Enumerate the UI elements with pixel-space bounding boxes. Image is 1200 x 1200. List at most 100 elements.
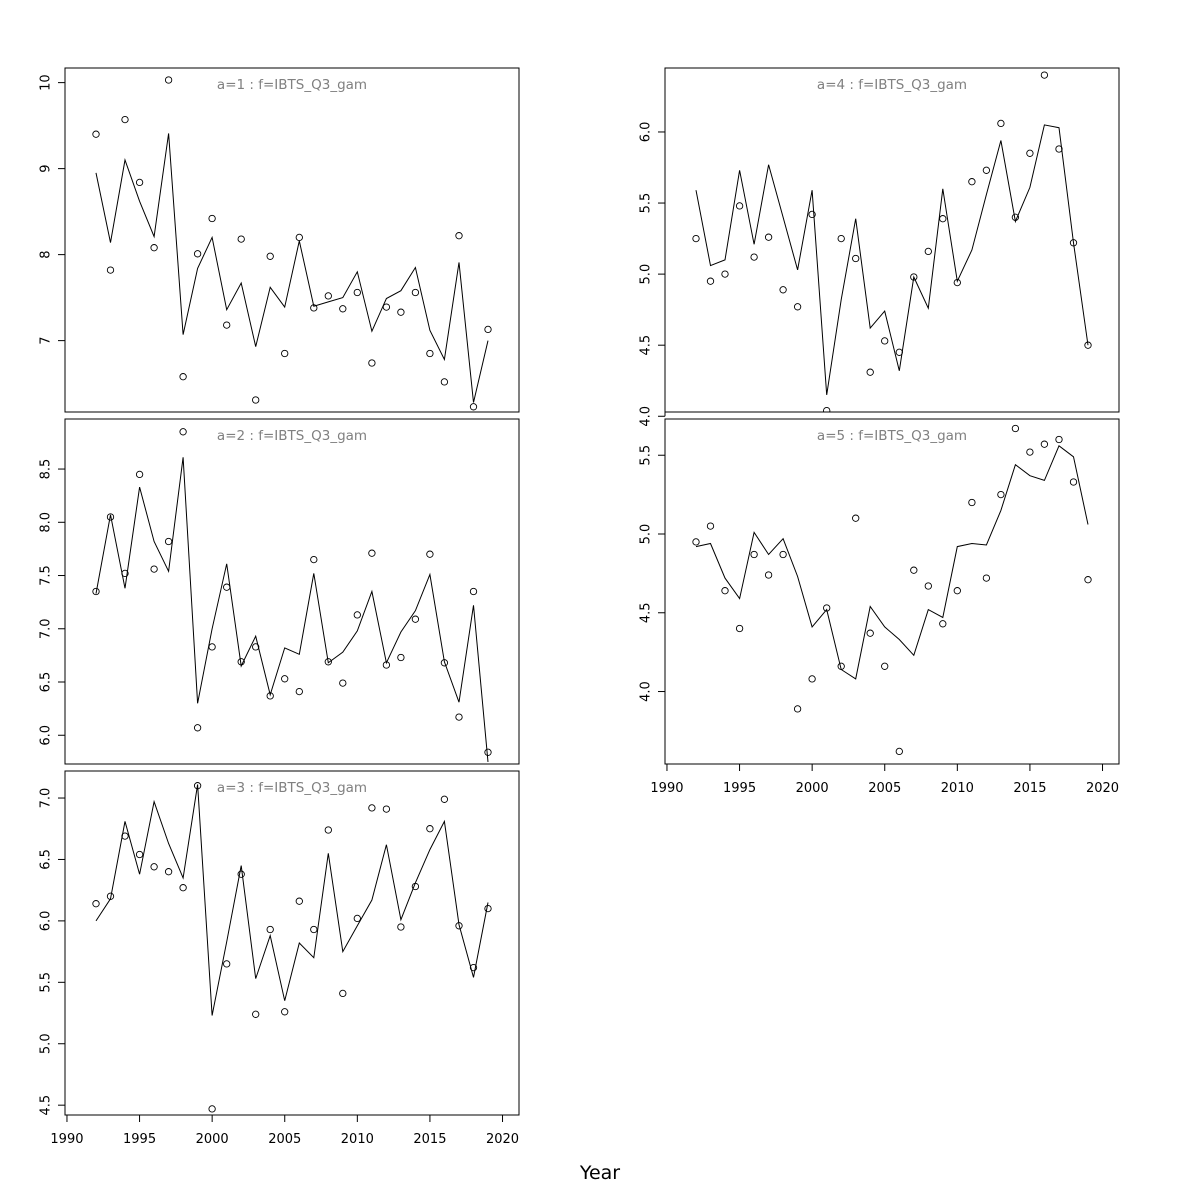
- observed-point: [750, 253, 758, 261]
- observed-point: [252, 643, 260, 651]
- y-tick-label: 4.0: [639, 406, 654, 427]
- observed-point: [852, 254, 860, 263]
- observed-point: [368, 549, 376, 557]
- observed-point: [106, 266, 115, 274]
- plot-area: [692, 71, 1092, 412]
- observed-point: [779, 286, 787, 294]
- observed-point: [295, 687, 303, 696]
- observed-point: [295, 897, 303, 905]
- observed-point: [469, 587, 478, 596]
- x-tick-label: 1990: [50, 1132, 83, 1147]
- y-tick-label: 6.0: [639, 122, 654, 143]
- panel-title: a=3 : f=IBTS_Q3_gam: [217, 780, 367, 796]
- observed-point: [895, 747, 903, 756]
- observed-point: [252, 1010, 260, 1018]
- observed-point: [924, 247, 932, 256]
- observed-point: [237, 235, 245, 243]
- observed-point: [339, 305, 347, 313]
- y-tick-label: 4.5: [639, 602, 654, 623]
- x-tick-label: 1990: [650, 781, 683, 796]
- observed-point: [164, 537, 173, 546]
- y-tick-label: 8: [39, 250, 54, 258]
- observed-point: [310, 925, 318, 934]
- x-tick-label: 2015: [413, 1132, 446, 1147]
- plot-frame: [64, 418, 520, 765]
- observed-point: [208, 1105, 216, 1113]
- y-tick-label: 5.5: [639, 193, 654, 214]
- plot-frame: [664, 418, 1120, 765]
- observed-point: [266, 252, 274, 260]
- observed-point: [353, 914, 361, 923]
- plot-area: [692, 424, 1092, 756]
- x-tick-label: 2020: [1086, 781, 1119, 796]
- observed-point: [469, 403, 478, 411]
- observed-point: [997, 119, 1005, 128]
- panel-title: a=1 : f=IBTS_Q3_gam: [217, 77, 367, 93]
- observed-point: [121, 115, 129, 124]
- x-tick-label: 2010: [341, 1132, 374, 1147]
- panel-5: a=5 : f=IBTS_Q3_gam 4.0 4.5 5.0 5.5 1990 1995 2…: [639, 418, 1120, 796]
- x-tick-label: 2005: [268, 1132, 301, 1147]
- observed-point: [455, 232, 463, 240]
- panel-title: a=2 : f=IBTS_Q3_gam: [217, 428, 367, 444]
- observed-point: [426, 550, 434, 558]
- observed-point: [1055, 435, 1063, 444]
- observed-point: [484, 325, 492, 334]
- observed-point: [266, 925, 274, 934]
- observed-point: [1040, 440, 1049, 448]
- observed-point: [455, 713, 463, 721]
- observed-point: [92, 900, 100, 908]
- observed-point: [721, 587, 729, 595]
- x-tick-label: 2000: [796, 781, 829, 796]
- observed-point: [881, 662, 889, 670]
- observed-point: [339, 679, 347, 687]
- y-tick-label: 7.0: [39, 618, 54, 639]
- panel-title: a=4 : f=IBTS_Q3_gam: [817, 77, 967, 93]
- observed-point: [164, 868, 173, 876]
- observed-point: [353, 288, 361, 297]
- observed-point: [179, 428, 187, 436]
- observed-point: [368, 804, 376, 812]
- x-tick-label: 2015: [1013, 781, 1046, 796]
- plot-area: [92, 428, 492, 762]
- x-axis-title: Year: [579, 1162, 620, 1184]
- panel-4: a=4 : f=IBTS_Q3_gam 4.0 4.5 5.0 5.5 6.0: [639, 67, 1120, 427]
- observed-point: [426, 825, 434, 833]
- observed-point: [281, 675, 289, 683]
- observed-point: [721, 270, 729, 278]
- observed-point: [793, 705, 802, 713]
- y-tick-label: 6.5: [39, 849, 54, 870]
- observed-point: [397, 308, 405, 316]
- x-tick-label: 2000: [196, 1132, 229, 1147]
- fitted-line: [95, 133, 489, 403]
- observed-point: [968, 498, 976, 507]
- observed-point: [1084, 576, 1092, 584]
- x-tick-label: 2020: [486, 1132, 519, 1147]
- observed-point: [808, 675, 816, 683]
- observed-point: [368, 359, 376, 367]
- y-tick-label: 6.0: [39, 725, 54, 746]
- x-tick-label: 2005: [868, 781, 901, 796]
- observed-point: [208, 214, 216, 223]
- y-axis: 4.0 4.5 5.0 5.5 6.0: [639, 122, 666, 427]
- observed-point: [1026, 448, 1034, 456]
- observed-point: [339, 989, 347, 998]
- observed-point: [1026, 149, 1034, 157]
- observed-point: [92, 130, 100, 138]
- observed-point: [324, 826, 332, 834]
- observed-point: [982, 166, 991, 174]
- fitted-line: [95, 457, 489, 762]
- observed-point: [440, 378, 449, 386]
- observed-point: [982, 574, 991, 582]
- y-axis: 7 8 9 10: [39, 74, 66, 345]
- plot-area: [92, 76, 492, 411]
- y-tick-label: 7: [39, 336, 54, 344]
- observed-point: [310, 555, 318, 564]
- observed-point: [1055, 145, 1063, 153]
- observed-point: [106, 513, 115, 521]
- panel-title: a=5 : f=IBTS_Q3_gam: [817, 428, 967, 444]
- observed-point: [193, 250, 202, 258]
- observed-point: [706, 522, 715, 530]
- observed-point: [208, 643, 216, 651]
- observed-point: [953, 587, 961, 595]
